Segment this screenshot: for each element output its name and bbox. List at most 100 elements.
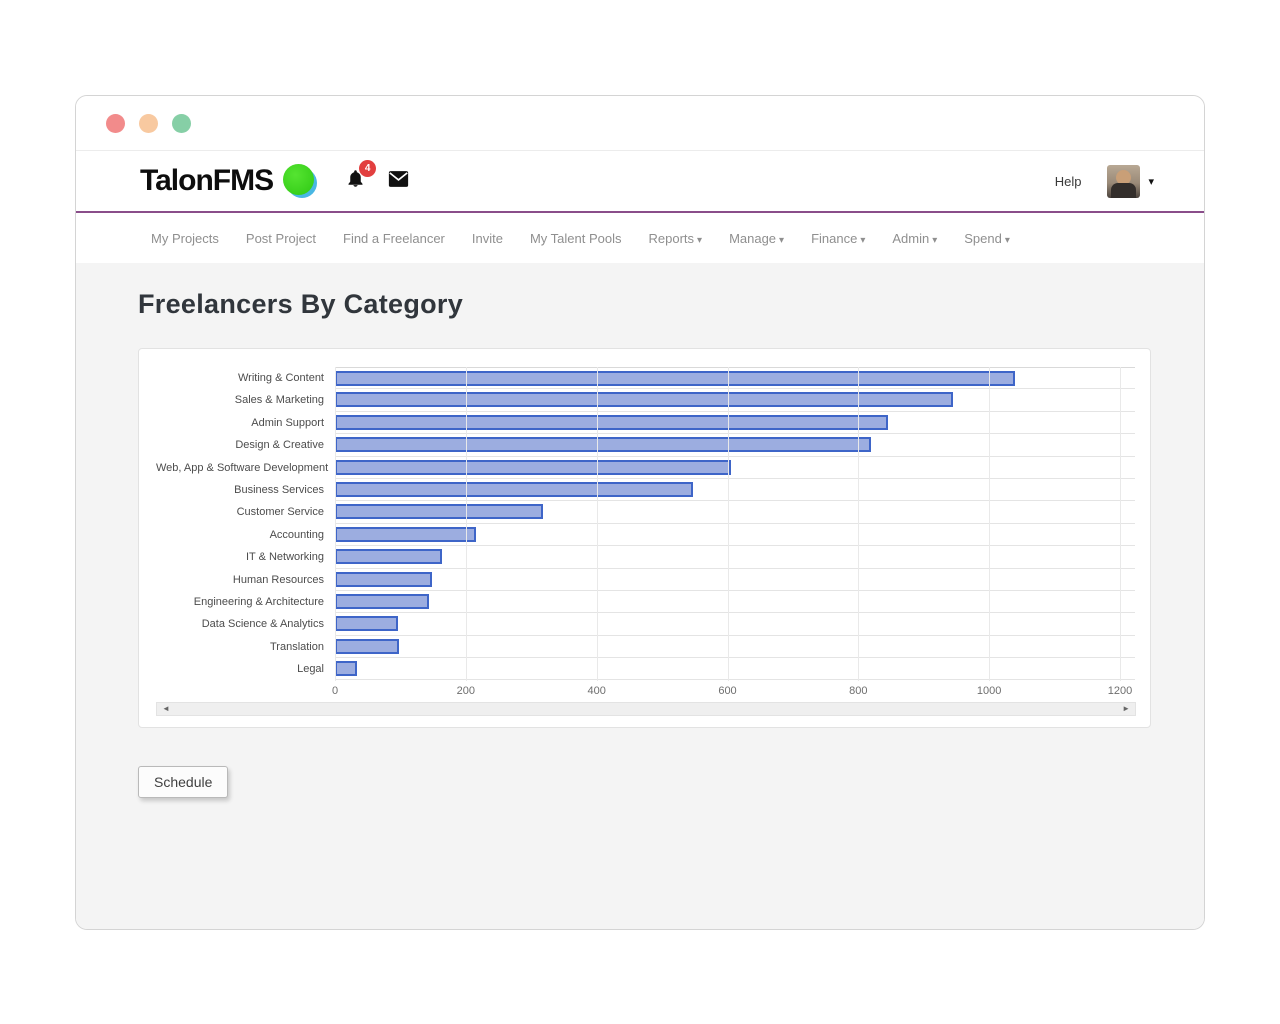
category-label: Sales & Marketing <box>234 394 324 407</box>
row-band <box>335 478 1135 502</box>
row-band <box>335 568 1135 591</box>
chart-x-axis: 0 200 400 600 800 1000 1200 <box>332 680 1135 702</box>
bar-human-resources[interactable] <box>335 571 432 587</box>
nav-menu: My Projects Post Project Find a Freelancer… <box>76 213 1204 263</box>
bar-sales-marketing[interactable] <box>335 392 954 408</box>
zoom-window-button[interactable] <box>172 113 191 133</box>
chart-row-accounting: Accounting <box>156 523 1136 547</box>
chart-row-admin-support: Admin Support <box>156 411 1136 435</box>
row-band <box>335 658 1135 681</box>
category-label: Accounting <box>269 528 324 541</box>
row-band <box>335 367 1135 390</box>
envelope-icon <box>388 170 409 187</box>
nav-item-label: Admin <box>892 230 930 246</box>
nav-item-label: Finance <box>811 230 858 246</box>
window-titlebar <box>76 96 1204 151</box>
nav-item-invite[interactable]: Invite <box>472 231 503 246</box>
schedule-button[interactable]: Schedule <box>138 766 229 798</box>
talonfms-logo[interactable]: TalonFMS <box>140 164 318 198</box>
nav-item-label: Reports <box>648 230 695 246</box>
nav-item-spend[interactable]: Spend ▾ <box>964 231 1010 246</box>
notification-count-badge: 4 <box>359 159 377 177</box>
chart-row-design-creative: Design & Creative <box>156 434 1136 457</box>
chart-row-data-science-analytics: Data Science & Analytics <box>156 613 1136 636</box>
bar-data-science-analytics[interactable] <box>335 616 399 632</box>
chart-row-engineering-architecture: Engineering & Architecture <box>156 590 1136 614</box>
row-band <box>335 456 1135 479</box>
messages-button[interactable] <box>388 170 409 193</box>
category-label: Data Science & Analytics <box>201 618 324 631</box>
x-tick-1200: 1200 <box>1107 685 1133 698</box>
help-link[interactable]: Help <box>1054 173 1082 189</box>
chart-rows: Writing & Content Sales & Marketing Admin … <box>156 367 1136 681</box>
bar-writing-content[interactable] <box>335 371 1016 386</box>
row-band <box>335 434 1135 457</box>
nav-item-label: Invite <box>471 230 503 246</box>
nav-item-label: My Talent Pools <box>529 230 622 246</box>
nav-item-label: Post Project <box>245 230 316 246</box>
row-band <box>335 590 1135 614</box>
category-label: Business Services <box>234 483 324 496</box>
bar-business-services[interactable] <box>335 481 694 497</box>
nav-item-my-talent-pools[interactable]: My Talent Pools <box>530 231 622 246</box>
nav-item-find-a-freelancer[interactable]: Find a Freelancer <box>343 231 445 246</box>
browser-window: TalonFMS 4 Help ▾ My Projects Post Proj <box>75 95 1205 930</box>
row-band <box>335 635 1135 659</box>
bar-design-creative[interactable] <box>335 437 872 453</box>
nav-item-reports[interactable]: Reports ▾ <box>649 231 703 246</box>
nav-item-post-project[interactable]: Post Project <box>246 231 316 246</box>
x-tick-600: 600 <box>718 685 737 698</box>
x-tick-200: 200 <box>456 685 476 698</box>
category-label: IT & Networking <box>245 551 324 564</box>
x-tick-800: 800 <box>849 685 868 698</box>
bell-icon <box>348 169 363 187</box>
chart-row-business-services: Business Services <box>156 478 1136 502</box>
chart-horizontal-scrollbar[interactable]: ◄ ► <box>156 702 1136 717</box>
logo-circle-icon <box>283 164 318 198</box>
user-menu-caret-icon[interactable]: ▾ <box>1148 175 1154 188</box>
scroll-left-arrow-icon[interactable]: ◄ <box>162 704 170 714</box>
close-window-button[interactable] <box>106 113 125 133</box>
category-label: Legal <box>297 663 324 676</box>
user-avatar[interactable] <box>1107 164 1141 198</box>
x-tick-400: 400 <box>587 685 606 698</box>
notifications-button[interactable]: 4 <box>345 159 377 195</box>
chevron-down-icon: ▾ <box>932 234 938 246</box>
category-label: Translation <box>269 640 324 653</box>
category-label: Customer Service <box>236 506 324 519</box>
chart-row-it-networking: IT & Networking <box>156 546 1136 569</box>
bar-customer-service[interactable] <box>335 504 544 520</box>
nav-item-label: Manage <box>729 230 777 246</box>
row-band <box>335 546 1135 569</box>
bar-translation[interactable] <box>335 638 400 654</box>
bar-accounting[interactable] <box>335 526 477 542</box>
scroll-right-arrow-icon[interactable]: ► <box>1122 704 1130 714</box>
category-label: Human Resources <box>232 573 324 586</box>
minimize-window-button[interactable] <box>139 113 158 133</box>
category-label: Design & Creative <box>235 439 324 452</box>
category-label: Engineering & Architecture <box>193 595 324 608</box>
nav-item-finance[interactable]: Finance ▾ <box>811 231 865 246</box>
chart-row-human-resources: Human Resources <box>156 568 1136 591</box>
row-band <box>335 613 1135 636</box>
bar-engineering-architecture[interactable] <box>335 593 430 609</box>
nav-item-label: Find a Freelancer <box>343 230 445 246</box>
nav-item-my-projects[interactable]: My Projects <box>151 231 219 246</box>
row-band <box>335 411 1135 435</box>
bar-web-app-software-development[interactable] <box>335 459 731 475</box>
chevron-down-icon: ▾ <box>779 234 785 246</box>
category-label: Admin Support <box>251 416 324 429</box>
chevron-down-icon: ▾ <box>1004 234 1010 246</box>
bar-it-networking[interactable] <box>335 549 442 565</box>
chart-row-customer-service: Customer Service <box>156 501 1136 524</box>
row-band <box>335 501 1135 524</box>
row-band <box>335 389 1135 412</box>
nav-item-manage[interactable]: Manage ▾ <box>729 231 784 246</box>
chart-row-sales-marketing: Sales & Marketing <box>156 389 1136 412</box>
page-title: Freelancers By Category <box>138 289 464 319</box>
bar-legal[interactable] <box>335 661 358 677</box>
bar-admin-support[interactable] <box>335 414 888 430</box>
nav-item-admin[interactable]: Admin ▾ <box>892 231 937 246</box>
nav-item-label: Spend <box>964 230 1002 246</box>
chevron-down-icon: ▾ <box>697 234 703 246</box>
